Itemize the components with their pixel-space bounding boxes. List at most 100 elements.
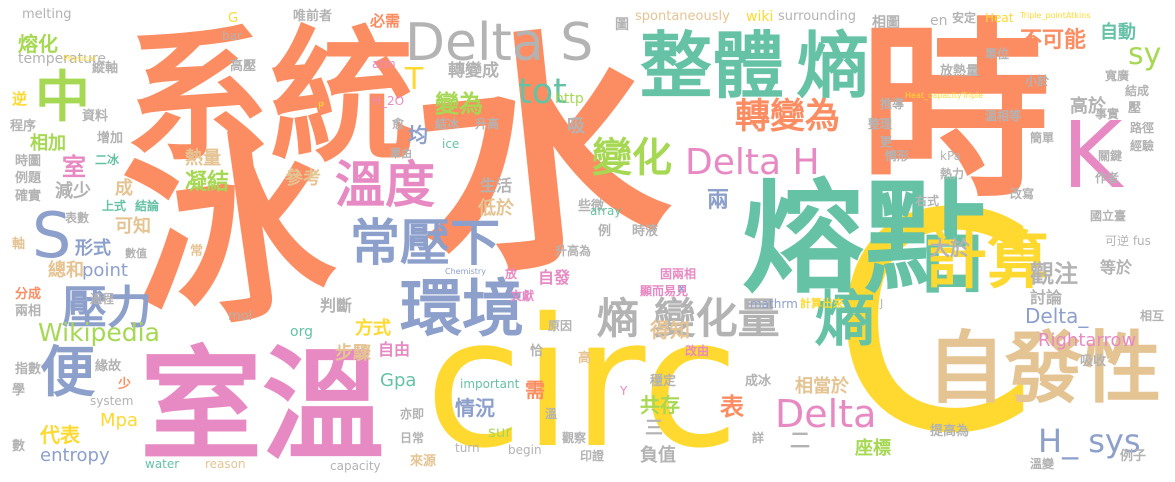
- word: 寬廣: [1105, 69, 1130, 83]
- word: 表數: [65, 211, 90, 225]
- word: 計算出來: [800, 297, 844, 310]
- word: H_2O: [372, 94, 405, 108]
- word: 推導: [880, 97, 905, 111]
- word: 溫變: [1030, 457, 1055, 471]
- word: point: [82, 260, 128, 281]
- word: 放熱量: [940, 64, 980, 79]
- word: surrounding: [778, 9, 856, 24]
- word: 自發性: [927, 324, 1162, 414]
- word: K: [1062, 102, 1123, 209]
- word: 參考: [285, 168, 321, 189]
- word: 三: [645, 418, 663, 439]
- word: mathrm: [750, 297, 798, 311]
- word: 來源: [410, 454, 437, 469]
- word: Mpa: [100, 410, 138, 431]
- word: Delta H: [685, 142, 820, 183]
- word: 顯而易見: [640, 284, 689, 298]
- word: atm: [372, 57, 396, 71]
- word: 兩相: [15, 304, 42, 319]
- word: 相互: [1140, 309, 1165, 323]
- word: 程序: [10, 119, 37, 134]
- word: 均: [408, 123, 428, 147]
- word: 上式: [102, 199, 127, 213]
- word: 可知: [115, 216, 151, 237]
- word: Delta: [775, 392, 877, 436]
- word: 室溫: [140, 335, 384, 477]
- word: 時圖: [15, 154, 42, 169]
- word: 事實: [1095, 107, 1120, 121]
- word: 成: [115, 178, 133, 199]
- word: 軸: [12, 237, 26, 252]
- word: 方式: [355, 318, 391, 339]
- word: 大於: [930, 236, 970, 260]
- word: 提高為: [930, 424, 970, 439]
- word: 穩定: [650, 374, 677, 389]
- word: 總和: [48, 260, 84, 281]
- word: 結論: [135, 199, 160, 213]
- word: 改寫: [1010, 187, 1035, 201]
- word: bar: [222, 29, 242, 43]
- word: 印證: [580, 449, 605, 463]
- word: melting: [22, 7, 72, 22]
- word: 計算: [925, 224, 1050, 297]
- word: kPa: [940, 149, 961, 163]
- word: 文獻: [510, 289, 535, 303]
- word: 變為: [435, 90, 483, 118]
- word: 指數: [15, 362, 42, 377]
- word: Physical: [63, 54, 96, 63]
- word: 改由: [685, 344, 710, 358]
- word: 高: [578, 351, 592, 366]
- word: 壓: [1128, 101, 1142, 116]
- word: 表: [720, 393, 744, 421]
- word: 轉變成: [448, 61, 499, 81]
- word: C: [830, 150, 1040, 482]
- word: 恰: [530, 344, 544, 359]
- word: Triple_pointAtkins: [1020, 11, 1091, 20]
- word: entropy: [40, 445, 110, 466]
- word: 例: [598, 224, 612, 239]
- word: 單由: [390, 147, 412, 160]
- word: sur: [488, 423, 512, 441]
- word: 放: [505, 267, 518, 281]
- word: 熵: [815, 285, 875, 355]
- word: 亦即: [400, 407, 425, 421]
- word: 數: [12, 439, 26, 454]
- word: 些微: [578, 199, 605, 214]
- word: 高於: [1070, 96, 1106, 117]
- word: 增加: [97, 131, 124, 146]
- word: T: [405, 62, 424, 97]
- word: 相加: [30, 133, 66, 154]
- word: 例題: [15, 171, 42, 186]
- word: Rightarrow: [1038, 330, 1137, 351]
- word: 例子: [1120, 449, 1147, 464]
- word: 討論: [1030, 288, 1063, 307]
- word: Y: [620, 384, 628, 398]
- word: 溫: [545, 407, 558, 421]
- word: Wikipedia: [38, 318, 160, 347]
- word: turn: [455, 441, 480, 455]
- word: 熵 變化量: [597, 294, 780, 343]
- word: 形式: [75, 238, 111, 259]
- word: 需: [525, 378, 545, 402]
- word: 升高為: [555, 244, 592, 258]
- word: 整理: [868, 117, 893, 131]
- word: 分成: [15, 287, 42, 302]
- word: 經驗: [1130, 139, 1155, 153]
- word: 步驟: [335, 343, 371, 364]
- word: mol: [228, 309, 253, 324]
- word: 逆: [12, 90, 28, 108]
- word: 更: [880, 135, 893, 149]
- word: 環境: [400, 272, 525, 345]
- word: 得知: [650, 318, 690, 342]
- word: 時: [860, 2, 1051, 223]
- word: 整體: [640, 24, 785, 108]
- word: 凝結: [185, 170, 230, 195]
- word: 低於: [478, 198, 514, 219]
- word: 原因: [548, 319, 573, 333]
- word: G: [228, 11, 239, 26]
- word: 安定: [952, 11, 977, 25]
- word: 等於: [1100, 258, 1133, 277]
- word: J: [880, 297, 884, 310]
- word: 高壓: [230, 59, 257, 74]
